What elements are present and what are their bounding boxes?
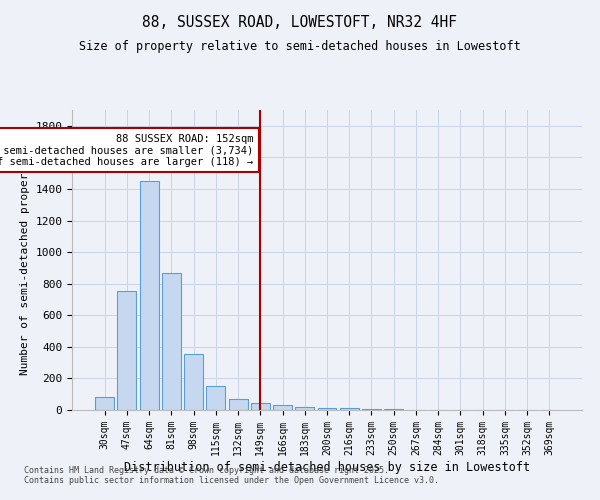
Text: Contains HM Land Registry data © Crown copyright and database right 2025.
Contai: Contains HM Land Registry data © Crown c… [24, 466, 439, 485]
Bar [184, 354, 203, 410]
Bar [317, 408, 337, 410]
Bar [295, 406, 314, 410]
Bar [273, 406, 292, 410]
Text: Size of property relative to semi-detached houses in Lowestoft: Size of property relative to semi-detach… [79, 40, 521, 53]
Bar [251, 403, 270, 410]
Text: 88 SUSSEX ROAD: 152sqm
← 97% of semi-detached houses are smaller (3,734)
3% of s: 88 SUSSEX ROAD: 152sqm ← 97% of semi-det… [0, 134, 254, 167]
Bar [206, 386, 225, 410]
Bar [95, 396, 114, 410]
Text: 88, SUSSEX ROAD, LOWESTOFT, NR32 4HF: 88, SUSSEX ROAD, LOWESTOFT, NR32 4HF [143, 15, 458, 30]
X-axis label: Distribution of semi-detached houses by size in Lowestoft: Distribution of semi-detached houses by … [124, 460, 530, 473]
Bar [340, 408, 359, 410]
Bar [162, 274, 181, 410]
Bar [229, 399, 248, 410]
Bar [384, 409, 403, 410]
Bar [140, 181, 158, 410]
Y-axis label: Number of semi-detached properties: Number of semi-detached properties [20, 145, 30, 375]
Bar [362, 408, 381, 410]
Bar [118, 291, 136, 410]
